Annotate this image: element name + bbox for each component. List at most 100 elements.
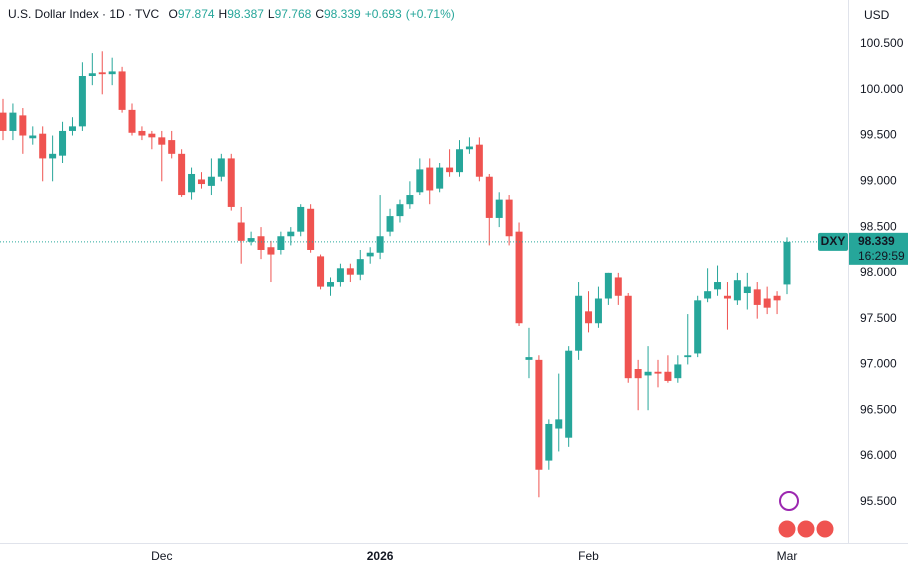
- candle-body: [118, 71, 126, 110]
- title: U.S. Dollar Index · 1D · TVC: [8, 7, 159, 21]
- candle-body: [257, 236, 265, 250]
- candle-body: [555, 419, 563, 429]
- icons: [777, 491, 835, 539]
- candle-body: [19, 115, 27, 136]
- flag-icon: [796, 519, 816, 539]
- candle-body: [386, 216, 394, 232]
- candle-body: [723, 295, 731, 299]
- candle-body: [446, 167, 454, 173]
- change-pct: (+0.71%): [406, 7, 455, 21]
- ohlc-value: 98.339: [324, 7, 361, 21]
- candle-body: [307, 208, 315, 250]
- candle-body: [267, 247, 275, 255]
- candle-body: [743, 286, 751, 294]
- currency: USD: [864, 8, 890, 22]
- x-tick-label: Feb: [578, 549, 599, 563]
- candle-body: [356, 259, 364, 275]
- candle-body: [644, 371, 652, 376]
- candle-body: [148, 133, 156, 138]
- candle-body: [416, 169, 424, 193]
- candle-body: [197, 179, 205, 185]
- x-tick-label: Dec: [151, 549, 172, 563]
- ohlc-label: L: [268, 7, 275, 21]
- candle-body: [654, 371, 662, 374]
- x-tick-label: 2026: [367, 549, 394, 563]
- candle-body: [0, 112, 7, 131]
- candle-body: [694, 300, 702, 354]
- candle-body: [376, 236, 384, 253]
- candle-body: [763, 298, 771, 308]
- candle-body: [436, 167, 444, 189]
- candle-body: [158, 137, 166, 145]
- candle-body: [68, 126, 76, 131]
- candle-body: [485, 176, 493, 218]
- candle-body: [614, 277, 622, 296]
- y-tick-label: 97.500: [860, 311, 897, 325]
- candle-body: [594, 298, 602, 324]
- legend-header: U.S. Dollar Index · 1D · TVC O97.874 H98.…: [8, 7, 455, 21]
- y-tick-label: 100.000: [860, 82, 904, 96]
- candle-body: [505, 199, 513, 237]
- candle-body: [88, 73, 96, 77]
- y-tick-label: 96.000: [860, 448, 897, 462]
- x-tick-label: Mar: [777, 549, 798, 563]
- candle-body: [29, 135, 37, 139]
- candle-body: [674, 364, 682, 379]
- symbol-box: [818, 232, 848, 251]
- y-tick-label: 96.500: [860, 402, 897, 416]
- candle-body: [9, 112, 17, 131]
- ohlc-value: 97.874: [178, 7, 215, 21]
- candle-body: [326, 282, 334, 287]
- candle-body: [336, 268, 344, 283]
- candle-body: [733, 280, 741, 301]
- candle-body: [39, 133, 47, 159]
- price-label: 98.339: [858, 234, 895, 248]
- candle-body: [188, 173, 196, 193]
- candle-body: [178, 153, 186, 196]
- candle-body: [465, 146, 473, 150]
- candle-body: [704, 291, 712, 299]
- candle-body: [78, 76, 86, 127]
- candle-body: [317, 256, 325, 287]
- candle-body: [366, 252, 374, 257]
- candle-body: [783, 241, 791, 285]
- candle-body: [456, 149, 464, 173]
- candle-body: [714, 282, 722, 290]
- candle-body: [475, 144, 483, 177]
- ohlc-value: 98.387: [227, 7, 264, 21]
- candle-body: [535, 359, 543, 470]
- y-tick-label: 95.500: [860, 494, 897, 508]
- candle-body: [634, 369, 642, 379]
- y-tick-label: 97.000: [860, 357, 897, 371]
- candle-body: [753, 289, 761, 305]
- candle-body: [297, 206, 305, 232]
- candle-body: [604, 272, 612, 299]
- candle-body: [247, 238, 255, 242]
- candle-body: [138, 130, 146, 136]
- candle-body: [525, 357, 533, 360]
- ohlc-label: H: [219, 7, 228, 21]
- ohlc-label: O: [169, 7, 178, 21]
- candle-body: [49, 153, 57, 159]
- candle-body: [515, 231, 523, 324]
- candle-body: [426, 167, 434, 191]
- icon: [779, 491, 799, 511]
- candle-body: [624, 295, 632, 379]
- candle-body: [227, 158, 235, 207]
- candle-body: [773, 295, 781, 301]
- y-tick-label: 100.500: [860, 36, 904, 50]
- change: +0.693: [365, 7, 402, 21]
- candle-body: [59, 130, 67, 156]
- candle-body: [406, 195, 414, 205]
- candle-body: [346, 268, 354, 275]
- candle-body: [396, 204, 404, 217]
- candle-body: [207, 176, 215, 186]
- candle-body: [545, 423, 553, 461]
- candle-body: [684, 355, 692, 358]
- candle-body: [98, 72, 106, 75]
- symbol-label: DXY: [821, 234, 846, 248]
- flag-icon: [777, 519, 797, 539]
